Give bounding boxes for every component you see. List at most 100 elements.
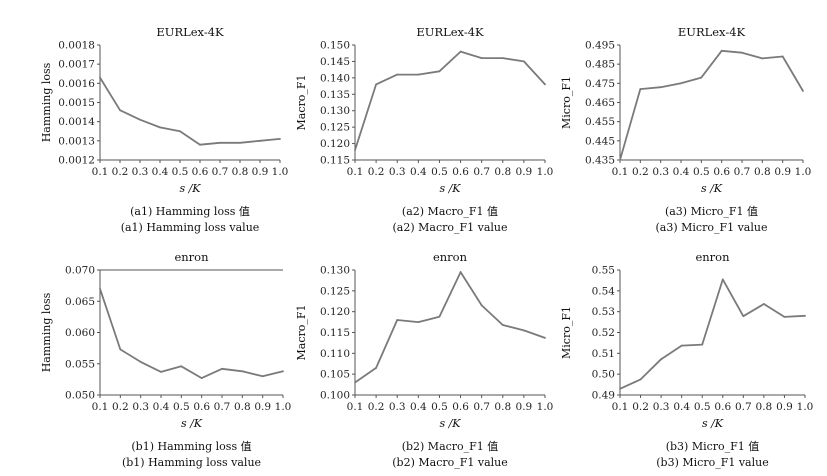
chart-panel: 0.49 0.50 0.51 0.52 0.53 0.54 0.55 0.1 0.2 0.3 0.4… <box>560 250 813 469</box>
y-tick-label: 0.120 <box>320 306 350 318</box>
x-tick-label: 0.5 <box>431 166 448 178</box>
x-tick-label: 0.5 <box>431 401 448 413</box>
x-tick-label: 0.2 <box>368 166 385 178</box>
series-line <box>99 288 284 380</box>
data-point <box>742 315 745 318</box>
data-point <box>354 149 356 152</box>
x-tick-label: 1.0 <box>795 166 812 178</box>
data-point <box>701 343 704 346</box>
data-point <box>282 370 284 373</box>
caption-english: (a2) Macro_F1 value <box>392 221 507 234</box>
x-tick-label: 0.4 <box>673 401 690 413</box>
caption-chinese: (a2) Macro_F1 值 <box>402 205 498 218</box>
caption-chinese: (a3) Micro_F1 值 <box>665 205 758 218</box>
x-tick-label: 0.9 <box>516 166 533 178</box>
data-point <box>139 118 141 121</box>
y-tick-label: 0.115 <box>320 155 350 167</box>
data-point <box>762 303 765 305</box>
x-tick-label: 0.2 <box>368 401 385 413</box>
data-point <box>501 324 504 326</box>
series-line <box>619 278 806 390</box>
series-line <box>619 49 804 161</box>
x-tick-label: 0.1 <box>347 401 364 413</box>
x-tick-label: 0.5 <box>693 166 710 178</box>
data-point <box>804 314 806 317</box>
x-axis-label: s /K <box>702 417 724 430</box>
x-tick-label: 0.7 <box>473 166 490 178</box>
y-tick-label: 0.130 <box>320 105 350 117</box>
x-tick-label: 0.9 <box>774 166 791 178</box>
caption-chinese: (b3) Micro_F1 值 <box>666 440 760 453</box>
x-tick-label: 1.0 <box>275 401 292 413</box>
data-point <box>781 55 784 58</box>
x-tick-label: 0.1 <box>612 166 629 178</box>
y-tick-label: 0.150 <box>320 40 350 52</box>
x-tick-label: 0.4 <box>153 401 170 413</box>
data-point <box>221 367 223 370</box>
y-tick-label: 0.125 <box>320 122 350 134</box>
y-axis-label: Macro_F1 <box>295 75 308 131</box>
x-tick-label: 0.2 <box>632 401 649 413</box>
y-tick-label: 0.065 <box>65 296 95 308</box>
caption-chinese: (b1) Hamming loss 值 <box>131 440 251 453</box>
caption-english: (a3) Micro_F1 value <box>656 221 768 234</box>
data-point <box>417 73 420 76</box>
data-point <box>99 76 101 79</box>
x-tick-label: 0.7 <box>735 401 752 413</box>
x-tick-label: 1.0 <box>797 401 814 413</box>
data-point <box>259 139 261 142</box>
x-tick-label: 0.8 <box>232 166 249 178</box>
y-tick-label: 0.105 <box>320 369 350 381</box>
y-axis-label: Macro_F1 <box>295 305 308 361</box>
x-tick-label: 0.2 <box>112 401 129 413</box>
data-point <box>544 337 546 339</box>
data-point <box>438 70 441 73</box>
data-point <box>279 138 281 140</box>
x-tick-label: 0.7 <box>212 166 229 178</box>
y-tick-label: 0.475 <box>585 78 615 90</box>
y-tick-label: 0.0014 <box>58 116 95 128</box>
y-tick-label: 0.55 <box>592 265 615 277</box>
data-point <box>139 360 142 363</box>
y-tick-label: 0.0012 <box>58 155 95 167</box>
caption-chinese: (b2) Macro_F1 值 <box>402 440 499 453</box>
data-point <box>659 86 662 89</box>
data-point <box>501 57 504 60</box>
y-tick-label: 0.54 <box>592 285 616 297</box>
data-point <box>261 375 264 378</box>
x-tick-label: 0.4 <box>410 166 427 178</box>
x-tick-label: 0.3 <box>653 401 670 413</box>
data-point <box>396 73 399 76</box>
data-point <box>522 60 525 63</box>
caption-english: (b2) Macro_F1 value <box>392 456 508 469</box>
data-point <box>354 381 356 384</box>
y-tick-label: 0.52 <box>592 327 615 339</box>
y-tick-label: 0.135 <box>320 89 350 101</box>
x-tick-label: 0.2 <box>112 166 129 178</box>
data-point <box>459 271 462 273</box>
data-point <box>544 83 546 86</box>
y-tick-label: 0.49 <box>592 390 615 402</box>
x-tick-label: 0.6 <box>193 401 210 413</box>
x-tick-label: 0.6 <box>452 166 469 178</box>
y-tick-label: 0.055 <box>65 358 95 370</box>
data-point <box>480 57 483 60</box>
x-tick-label: 0.9 <box>252 166 269 178</box>
data-point <box>660 358 663 361</box>
x-tick-label: 0.6 <box>452 401 469 413</box>
x-tick-label: 0.5 <box>173 401 190 413</box>
data-point <box>375 367 378 369</box>
x-tick-label: 1.0 <box>272 166 289 178</box>
x-tick-label: 1.0 <box>537 401 554 413</box>
x-tick-label: 0.4 <box>152 166 169 178</box>
y-tick-label: 0.140 <box>320 72 350 84</box>
y-axis-label: Micro_F1 <box>560 306 573 359</box>
x-tick-label: 0.1 <box>347 166 364 178</box>
data-point <box>375 83 378 86</box>
x-tick-label: 0.2 <box>632 166 649 178</box>
caption-english: (b3) Micro_F1 value <box>656 456 768 469</box>
data-point <box>802 90 804 92</box>
series-line <box>99 77 281 146</box>
data-point <box>459 50 462 53</box>
